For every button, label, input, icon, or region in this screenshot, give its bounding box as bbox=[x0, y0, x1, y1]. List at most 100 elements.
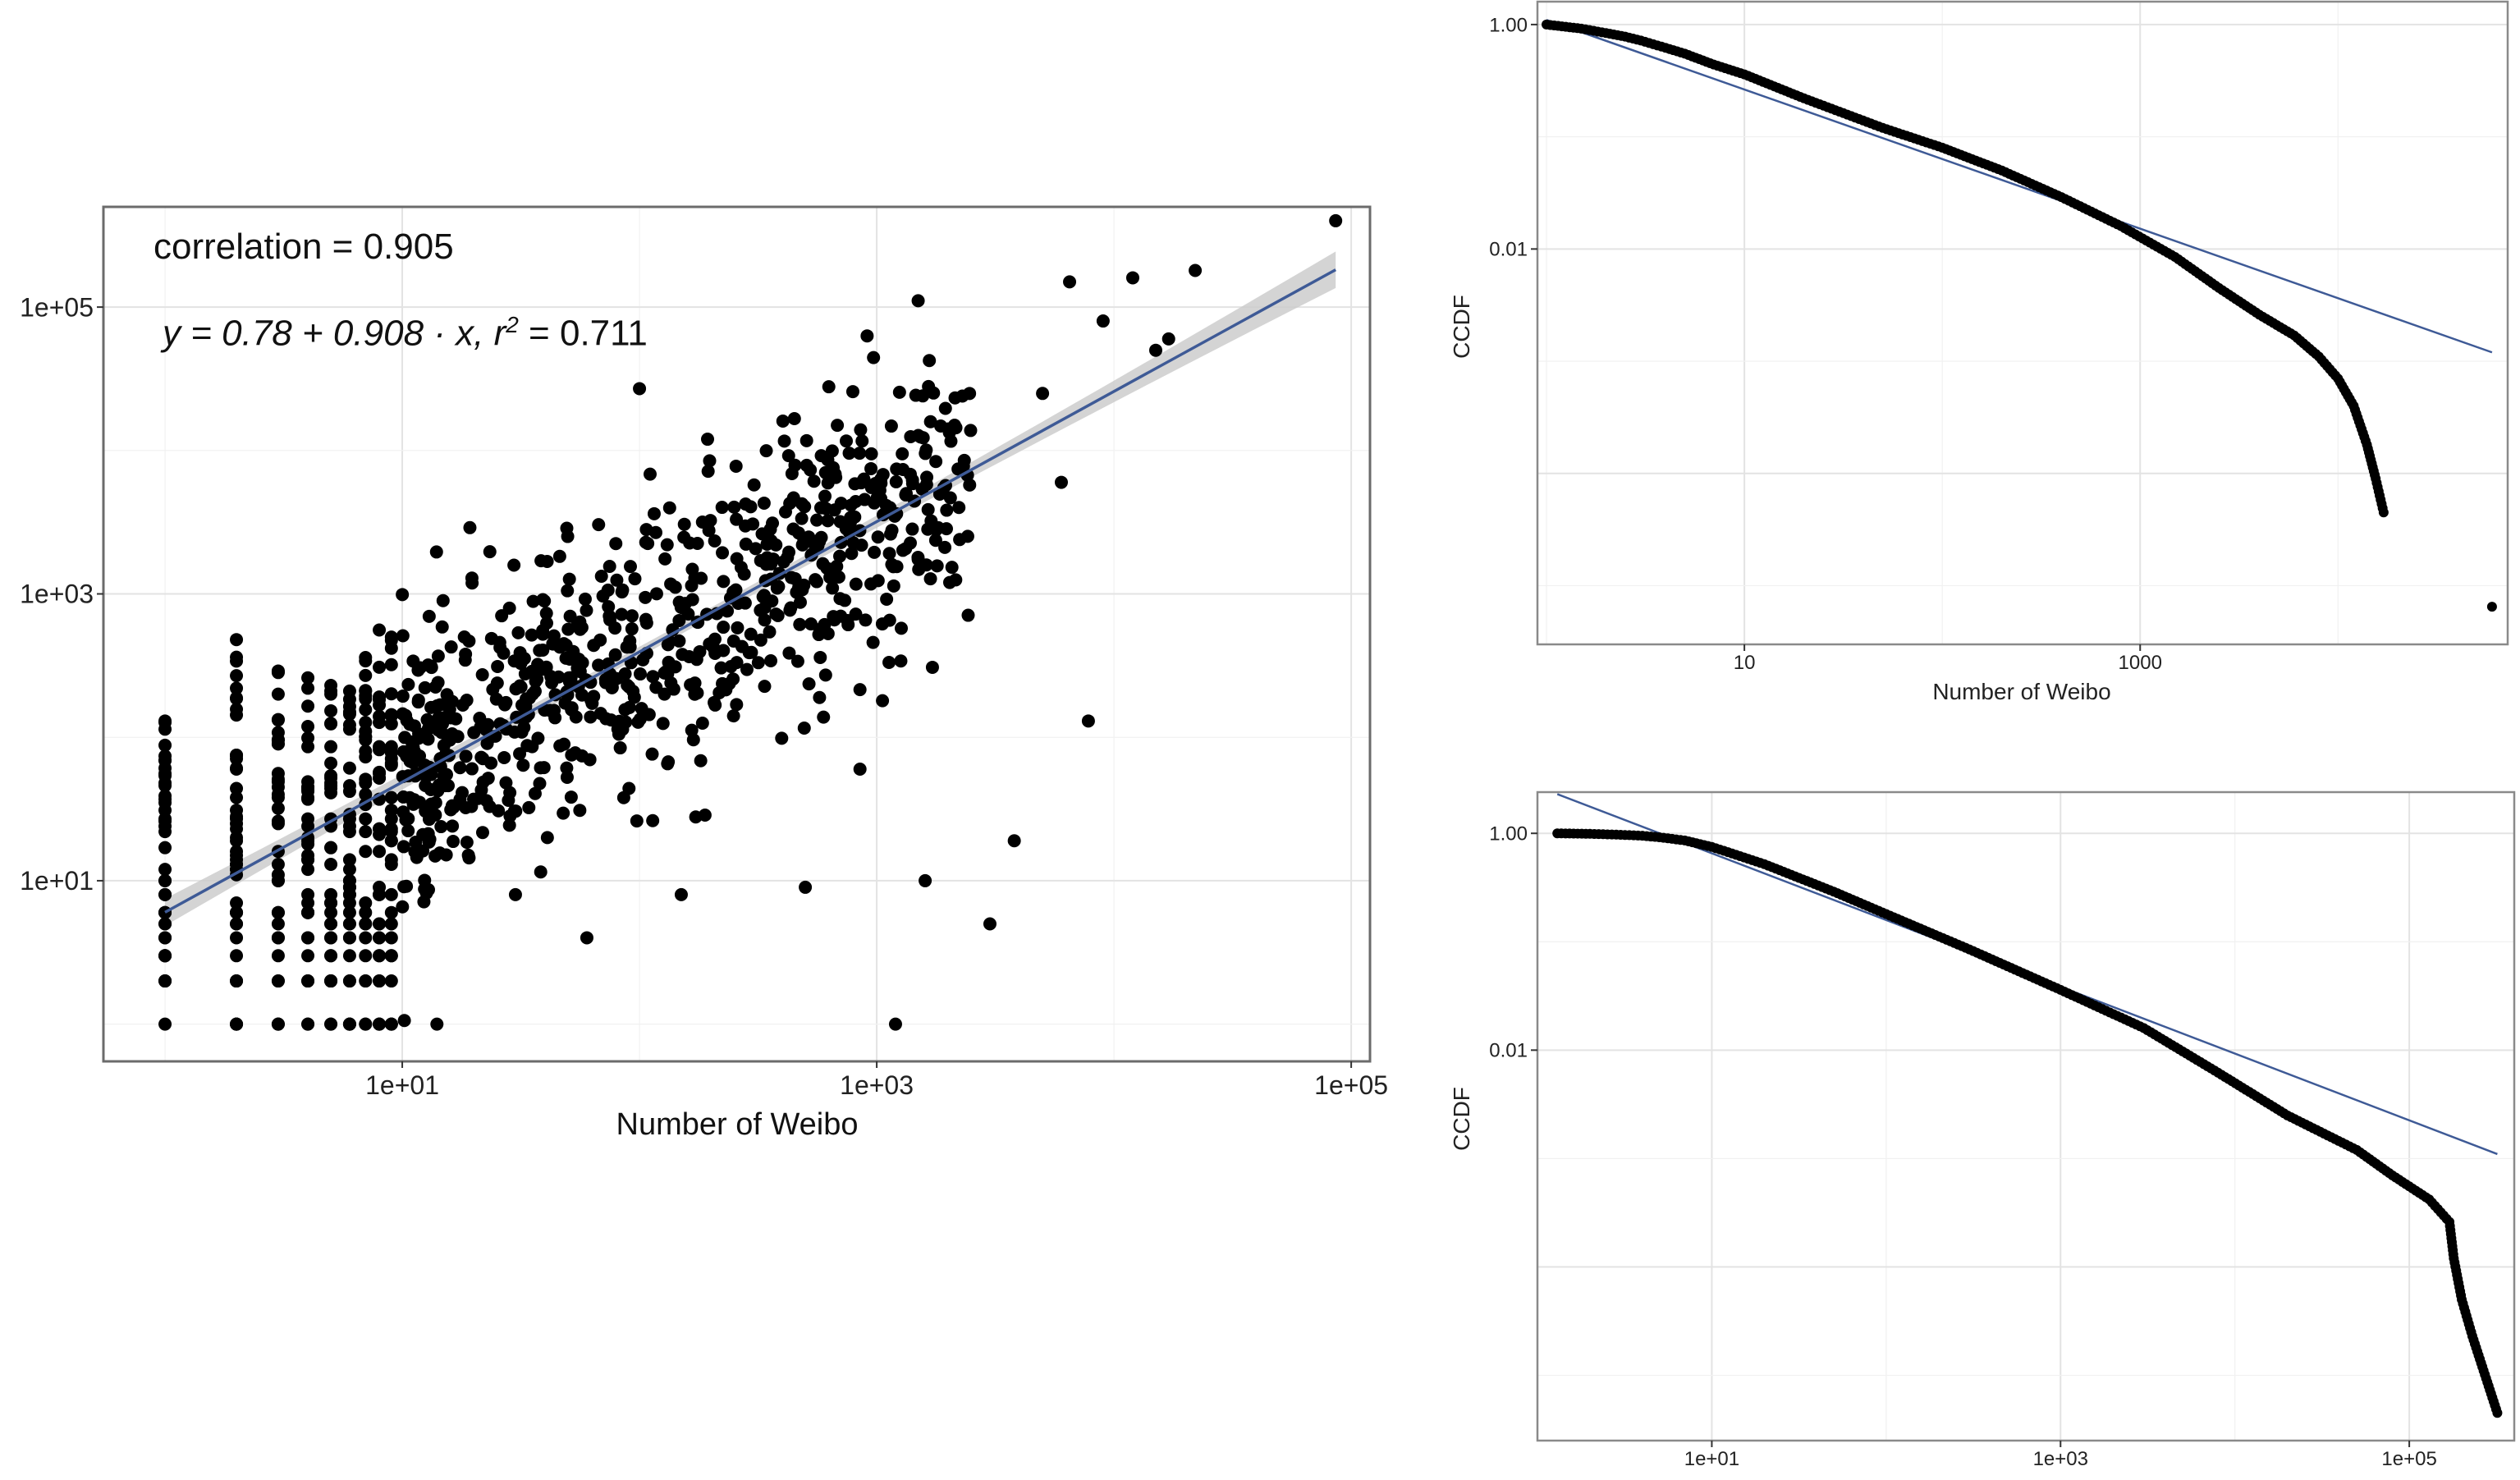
data-point bbox=[384, 708, 398, 722]
data-point bbox=[754, 633, 767, 647]
data-point bbox=[672, 613, 686, 627]
data-point bbox=[324, 896, 338, 910]
data-point bbox=[513, 747, 527, 761]
data-point bbox=[871, 530, 885, 544]
data-point bbox=[384, 630, 398, 644]
data-point bbox=[438, 711, 451, 725]
data-point bbox=[384, 658, 398, 671]
data-point bbox=[729, 583, 743, 597]
correlation-annotation: correlation = 0.905 bbox=[153, 227, 454, 267]
data-point bbox=[399, 708, 413, 722]
data-point bbox=[854, 476, 868, 490]
data-point bbox=[418, 680, 432, 694]
data-point bbox=[702, 524, 716, 538]
confidence-band bbox=[165, 251, 1336, 926]
data-point bbox=[695, 717, 709, 731]
data-point bbox=[949, 421, 963, 435]
data-point bbox=[373, 974, 387, 988]
data-point bbox=[359, 651, 373, 665]
data-point bbox=[271, 868, 285, 882]
data-point bbox=[342, 853, 356, 867]
data-point bbox=[324, 717, 338, 731]
data-point bbox=[641, 537, 655, 551]
data-point bbox=[813, 690, 827, 704]
data-point bbox=[594, 569, 608, 583]
data-point bbox=[271, 949, 285, 963]
data-point bbox=[688, 676, 702, 690]
data-point bbox=[436, 593, 450, 607]
data-point bbox=[647, 506, 661, 520]
data-point bbox=[783, 603, 797, 617]
data-point bbox=[324, 756, 338, 770]
data-point bbox=[845, 385, 859, 399]
data-point bbox=[668, 580, 682, 594]
data-point bbox=[461, 848, 475, 862]
data-point bbox=[867, 351, 881, 364]
data-point bbox=[648, 525, 662, 539]
data-point bbox=[430, 699, 444, 713]
data-point bbox=[424, 661, 438, 675]
data-point bbox=[887, 560, 900, 574]
data-point bbox=[840, 434, 854, 448]
data-point bbox=[439, 848, 453, 862]
data-point bbox=[373, 771, 387, 785]
data-point bbox=[866, 635, 880, 649]
data-point bbox=[384, 641, 398, 655]
data-point bbox=[717, 575, 731, 589]
data-point bbox=[230, 896, 244, 910]
data-point bbox=[819, 502, 833, 515]
data-point bbox=[230, 974, 244, 988]
data-point bbox=[1189, 263, 1203, 277]
data-point bbox=[672, 634, 686, 648]
data-point bbox=[833, 549, 847, 563]
data-point bbox=[301, 681, 315, 695]
data-point bbox=[563, 609, 577, 623]
data-point bbox=[447, 835, 460, 849]
data-point bbox=[158, 779, 172, 793]
data-point bbox=[943, 491, 957, 505]
data-point bbox=[793, 595, 807, 609]
data-point bbox=[516, 758, 530, 772]
data-point bbox=[842, 447, 856, 460]
data-point bbox=[757, 589, 771, 603]
data-point bbox=[359, 703, 373, 717]
data-point bbox=[769, 538, 783, 552]
data-point bbox=[896, 447, 909, 460]
data-point bbox=[911, 428, 925, 442]
data-point bbox=[342, 761, 356, 775]
data-point bbox=[301, 1017, 315, 1031]
regression-equation-annotation: y = 0.78 + 0.908 · x, r2 = 0.711 bbox=[163, 312, 648, 355]
data-point bbox=[158, 714, 172, 728]
data-point bbox=[894, 621, 908, 635]
data-point bbox=[660, 538, 674, 552]
data-point bbox=[876, 694, 890, 708]
data-point bbox=[421, 882, 435, 896]
y-tick-label: 1e+05 bbox=[20, 292, 94, 322]
data-point bbox=[1007, 834, 1021, 848]
data-point bbox=[271, 726, 285, 740]
data-point bbox=[807, 474, 821, 488]
data-point bbox=[548, 688, 562, 702]
equation-text: y = 0.78 + 0.908 · x, r bbox=[163, 313, 506, 354]
data-point bbox=[359, 917, 373, 931]
data-point bbox=[646, 813, 660, 827]
data-point bbox=[384, 931, 398, 945]
data-point bbox=[158, 1017, 172, 1031]
data-point bbox=[1063, 275, 1077, 289]
data-point bbox=[384, 858, 398, 872]
data-point bbox=[373, 931, 387, 945]
data-point bbox=[359, 896, 373, 910]
data-point bbox=[384, 905, 398, 919]
data-point bbox=[761, 552, 775, 566]
data-point bbox=[1329, 213, 1343, 227]
data-point bbox=[708, 534, 722, 548]
data-point bbox=[822, 380, 836, 394]
data-point bbox=[751, 656, 765, 670]
data-point bbox=[324, 1017, 338, 1031]
data-point bbox=[230, 817, 244, 831]
data-point bbox=[158, 789, 172, 803]
data-point bbox=[158, 841, 172, 855]
data-point bbox=[890, 462, 904, 476]
data-point bbox=[301, 819, 315, 833]
data-point bbox=[983, 917, 997, 931]
